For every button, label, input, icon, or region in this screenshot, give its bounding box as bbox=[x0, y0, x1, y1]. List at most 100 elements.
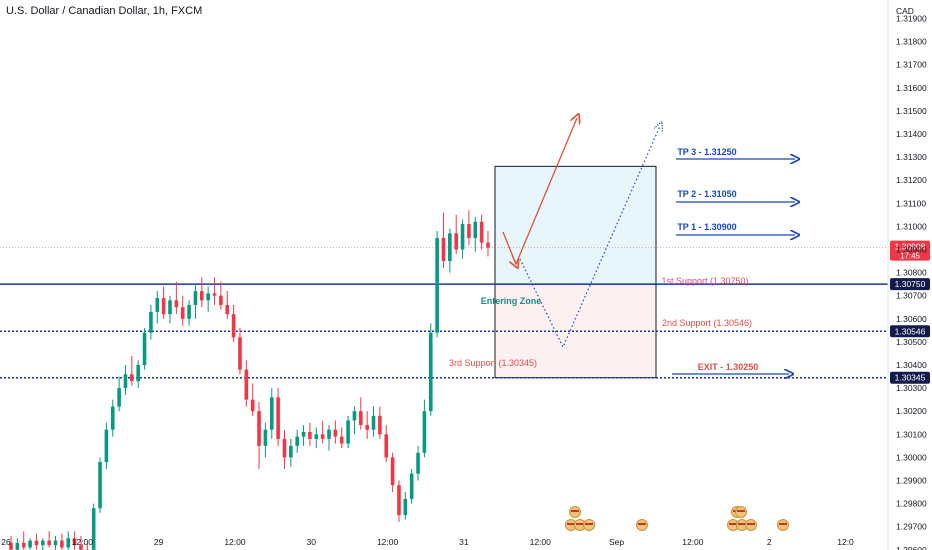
candle-body bbox=[320, 434, 325, 439]
candle bbox=[390, 452, 395, 493]
candle-body bbox=[187, 304, 191, 319]
price-label-text: 1.30345 bbox=[895, 373, 926, 383]
candle-body bbox=[98, 462, 102, 509]
candle-body bbox=[257, 411, 261, 446]
flag-icon-us[interactable] bbox=[569, 506, 581, 518]
candle bbox=[212, 277, 217, 305]
candle bbox=[66, 531, 71, 550]
tp3-label: TP 3 - 1.31250 bbox=[677, 147, 736, 157]
candle-body bbox=[327, 429, 331, 439]
candle-body bbox=[359, 411, 363, 426]
candle-body bbox=[454, 233, 458, 250]
candle-body bbox=[15, 542, 20, 550]
candle bbox=[289, 438, 293, 467]
x-tick-label: 12:00 bbox=[224, 537, 246, 547]
candle-body bbox=[142, 332, 147, 365]
candle-body bbox=[225, 304, 230, 315]
candle-body bbox=[136, 365, 140, 382]
candle-body bbox=[28, 540, 32, 548]
candle-body bbox=[295, 436, 299, 446]
candle-body bbox=[130, 374, 134, 382]
candle-body bbox=[238, 337, 242, 370]
candle bbox=[110, 399, 115, 437]
candle bbox=[282, 429, 287, 469]
alternative-projection-path bbox=[519, 126, 660, 349]
candle bbox=[263, 422, 268, 458]
candle bbox=[60, 533, 64, 550]
support-2-label: 2nd Support (1.30546) bbox=[662, 318, 752, 328]
flag-icon-us[interactable] bbox=[735, 506, 747, 518]
candle-body bbox=[333, 429, 338, 437]
candle bbox=[250, 383, 255, 416]
candle bbox=[409, 468, 414, 504]
candle-body bbox=[174, 300, 179, 308]
candle bbox=[180, 295, 185, 326]
candle-body bbox=[448, 233, 452, 262]
candle-body bbox=[428, 332, 433, 412]
candle bbox=[206, 286, 210, 312]
candle-body bbox=[21, 542, 26, 548]
candle bbox=[460, 219, 465, 259]
candle-body bbox=[276, 397, 280, 439]
candle-body bbox=[110, 406, 115, 430]
candle-body bbox=[384, 434, 389, 458]
y-tick-label: 1.30800 bbox=[896, 268, 927, 278]
candle-body bbox=[289, 445, 293, 458]
candle bbox=[365, 411, 369, 439]
candle-body bbox=[231, 314, 236, 338]
candle bbox=[301, 425, 306, 446]
candle bbox=[257, 401, 261, 469]
y-tick-label: 1.30700 bbox=[896, 291, 927, 301]
candle-body bbox=[467, 224, 471, 238]
exit-label: EXIT - 1.30250 bbox=[698, 362, 759, 372]
candle bbox=[384, 425, 389, 463]
candle bbox=[174, 281, 179, 315]
candle bbox=[314, 427, 319, 449]
price-label-text: 1.30546 bbox=[895, 326, 926, 336]
x-tick-label: 30 bbox=[307, 537, 317, 547]
candle bbox=[98, 457, 102, 513]
candle bbox=[371, 406, 376, 437]
y-tick-label: 1.30300 bbox=[896, 383, 927, 393]
y-tick-label: 1.31100 bbox=[896, 198, 926, 208]
candle bbox=[47, 531, 51, 548]
candle bbox=[219, 281, 223, 310]
candle bbox=[79, 535, 83, 550]
candle-body bbox=[212, 293, 217, 296]
candle bbox=[276, 388, 280, 446]
flag-icon-ca[interactable] bbox=[777, 519, 789, 531]
flag-icon-us[interactable] bbox=[636, 519, 648, 531]
candle bbox=[244, 360, 249, 407]
y-tick-label: 1.31300 bbox=[896, 152, 927, 162]
entering-zone-label: Entering Zone bbox=[481, 296, 542, 306]
price-label-box bbox=[890, 278, 930, 291]
flag-icon-us[interactable] bbox=[583, 519, 595, 531]
candle-body bbox=[91, 508, 96, 550]
candle bbox=[123, 365, 128, 396]
economic-events[interactable] bbox=[565, 506, 789, 531]
time-axis: 26 12:00 29 12:00 30 12:00 31 12:00 Sep 12:00 2 12:… bbox=[1, 537, 854, 547]
candle bbox=[428, 323, 433, 416]
candle-body bbox=[104, 429, 109, 463]
candlestick-series bbox=[9, 210, 490, 550]
entry-arrow-head bbox=[512, 254, 516, 264]
y-tick-label: 1.31800 bbox=[896, 37, 927, 47]
candle bbox=[352, 406, 357, 435]
candle-body bbox=[66, 538, 71, 548]
candle-body bbox=[34, 540, 39, 546]
candle bbox=[339, 427, 344, 449]
candle bbox=[168, 295, 172, 324]
y-tick-label: 1.31400 bbox=[896, 129, 927, 139]
candle-body bbox=[473, 221, 478, 238]
y-tick-label: 1.29900 bbox=[896, 476, 927, 486]
candle-body bbox=[161, 298, 166, 315]
candle-body bbox=[339, 436, 344, 444]
y-tick-label: 1.30000 bbox=[896, 452, 927, 462]
candle bbox=[422, 399, 427, 458]
candle bbox=[72, 531, 77, 550]
candle bbox=[117, 376, 121, 412]
flag-icon-us[interactable] bbox=[745, 519, 757, 531]
x-tick-label: 12:00 bbox=[377, 537, 399, 547]
candle bbox=[486, 231, 490, 257]
